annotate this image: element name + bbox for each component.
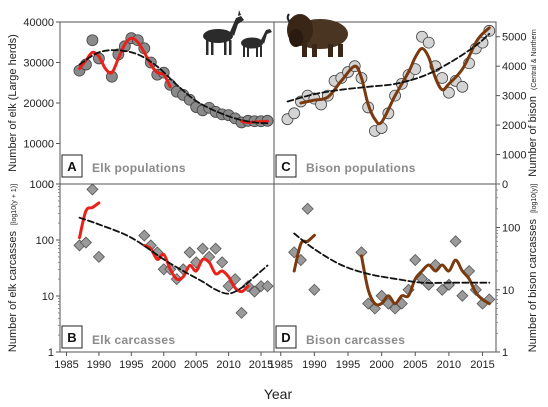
panel-b-point	[86, 183, 99, 196]
panel-c-ytick-label: 4000	[502, 61, 526, 73]
panel-d-ytick-label: 100	[502, 223, 520, 235]
panel-b-point	[216, 256, 229, 269]
panel-b-xtick-label: 2005	[184, 359, 208, 371]
panel-b-ylabel: Number of elk carcasses [log10(y + 1)]	[7, 184, 19, 352]
panel-c-point	[456, 80, 469, 93]
panel-b-ytick-label: 10	[42, 291, 54, 303]
panel-d-xtick-label: 1995	[336, 359, 360, 371]
panel-d-xtick-label: 2015	[470, 359, 494, 371]
panel-d-dashed-trend-line	[293, 232, 491, 284]
panel-b-title: Elk carcasses	[92, 333, 175, 347]
panel-a-ytick-label: 0	[48, 179, 54, 191]
panel-d-ytick-label: 10	[502, 285, 514, 297]
panel-d-point	[415, 272, 429, 285]
panel-b-point	[92, 250, 105, 263]
panel-b-ytick-label: 1000	[30, 179, 54, 191]
data-layer	[73, 24, 496, 319]
panel-a-ytick-label: 30000	[23, 58, 54, 70]
panel-c-point	[288, 107, 301, 120]
panel-c-point	[443, 86, 455, 99]
panel-d-point	[308, 283, 321, 296]
panel-b-xtick-label: 2000	[152, 359, 176, 371]
panel-d-ylabel-sub: [log10(y)]	[531, 184, 538, 213]
panel-c-ylabel-sub: (Central & Northern	[531, 29, 538, 90]
panel-b-point	[248, 285, 261, 298]
panel-b-point	[235, 306, 248, 319]
x-axis-label: Year	[264, 386, 293, 402]
panel-a-ylabel: Number of elk (Large herds)	[7, 34, 19, 172]
panel-b-fitted-trend-line	[142, 243, 250, 294]
panel-d-ylabel: Number of bison carcasses [log10(y)]	[527, 184, 539, 353]
panel-d-letter: D	[281, 330, 290, 345]
panel-a-letter-box	[61, 154, 83, 178]
panel-a-dashed-trend-line	[78, 49, 269, 125]
panel-b-point	[138, 229, 151, 242]
panel-b-xtick-label: 1985	[54, 359, 78, 371]
panel-d-point	[301, 202, 314, 215]
panel-d-ytick-label: 1	[502, 347, 508, 359]
panel-b-point	[261, 280, 274, 293]
panel-b-point	[183, 246, 196, 259]
panel-a-frame	[59, 21, 275, 185]
panel-b-dashed-trend-line	[78, 216, 269, 295]
panel-d-xtick-label: 1990	[302, 359, 326, 371]
tick-layer: 0100002000030000400000100020003000400050…	[23, 17, 526, 371]
panel-c-ytick-label: 2000	[502, 120, 526, 132]
panel-c-ytick-label: 5000	[502, 32, 526, 44]
panel-d-title: Bison carcasses	[306, 333, 405, 347]
panel-b-xtick-label: 1995	[119, 359, 143, 371]
panel-b-ylabel-sub: [log10(y + 1)]	[11, 184, 18, 225]
elk-icon	[203, 10, 272, 57]
panel-d-point	[436, 283, 449, 296]
panel-b-xtick-label: 1990	[87, 359, 111, 371]
panel-d-letter-box	[275, 325, 297, 349]
panel-a-ytick-label: 20000	[23, 98, 54, 110]
panel-d-xtick-label: 2005	[403, 359, 427, 371]
panel-b-ytick-label: 1	[48, 347, 54, 359]
panel-a-ytick-label: 40000	[23, 17, 54, 29]
panel-c-ytick-label: 1000	[502, 150, 526, 162]
panel-c-letter-box	[275, 154, 297, 178]
panel-c-ytick-label: 0	[502, 179, 508, 191]
bison-icon	[286, 13, 348, 57]
panel-d-point	[409, 253, 422, 267]
panel-b-ylabel-main: Number of elk carcasses	[7, 231, 19, 353]
panel-d-xtick-label: 2010	[437, 359, 461, 371]
panel-b-point	[209, 242, 222, 255]
panel-a-ytick-label: 10000	[23, 139, 54, 151]
panel-d-point	[389, 302, 402, 315]
panel-a-letter: A	[67, 159, 77, 174]
panel-d-point	[456, 289, 469, 302]
panel-b-ytick-label: 100	[36, 235, 54, 247]
panel-b-xtick-label: 2010	[216, 359, 240, 371]
panel-b-letter: B	[67, 330, 76, 345]
panel-c-ylabel: Number of bison (Central & Northern	[527, 29, 539, 177]
panel-d-xtick-label: 2000	[369, 359, 393, 371]
panel-c-fitted-trend-line	[299, 26, 491, 126]
panel-a-title: Elk populations	[92, 161, 186, 175]
panel-b-letter-box	[61, 325, 83, 349]
panel-c-ytick-label: 3000	[502, 91, 526, 103]
panel-c-point	[422, 36, 435, 49]
panel-a-fitted-trend-line	[78, 36, 172, 89]
panel-d-frame	[273, 183, 497, 353]
panel-a-point	[86, 34, 99, 47]
panel-b-fitted-trend-line	[78, 201, 101, 240]
panel-c-ylabel-main: Number of bison	[527, 96, 539, 177]
panel-b-point	[196, 242, 209, 255]
panel-c-title: Bison populations	[306, 161, 416, 175]
panel-b-xtick-label: 2015	[249, 359, 273, 371]
panel-c-letter: C	[281, 159, 291, 174]
panel-d-fitted-trend-line	[360, 254, 491, 307]
panel-d-point	[449, 235, 462, 248]
panel-b-point	[79, 236, 93, 249]
panel-c-dashed-trend-line	[286, 32, 491, 103]
panel-d-xtick-label: 1985	[268, 359, 292, 371]
panel-d-ylabel-main: Number of bison carcasses	[527, 218, 539, 352]
